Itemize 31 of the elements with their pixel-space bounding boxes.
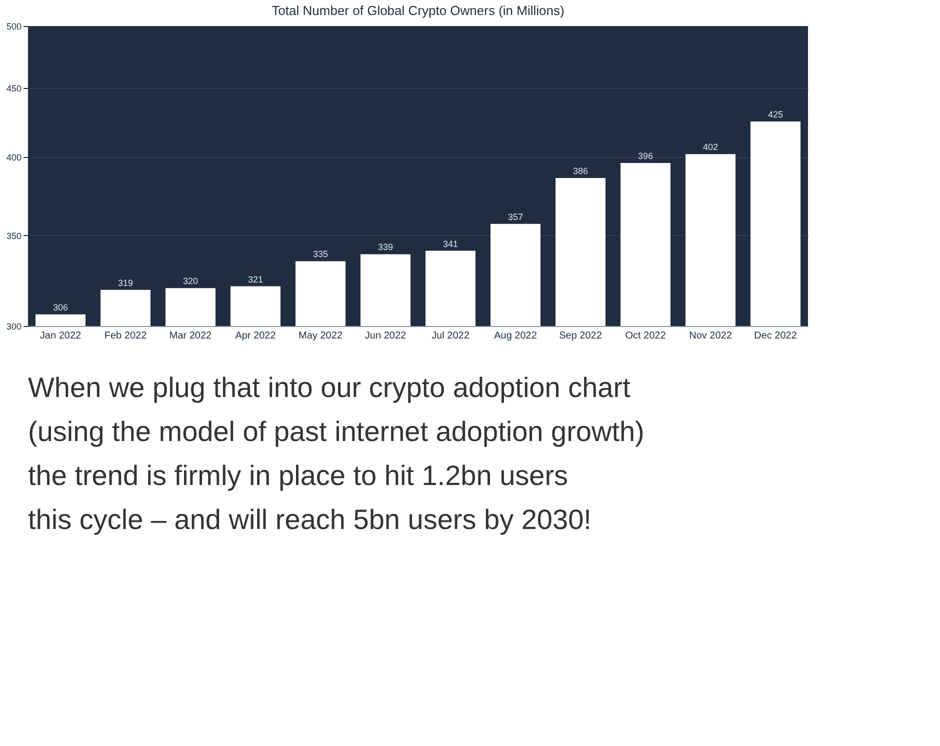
- x-tick-label: Jul 2022: [432, 330, 470, 342]
- y-tick-label: 400: [6, 152, 22, 163]
- data-label: 341: [442, 238, 458, 249]
- data-label: 386: [572, 166, 588, 176]
- data-label: 320: [182, 276, 198, 286]
- y-tick-label: 350: [6, 230, 22, 241]
- y-tick-label: 300: [6, 322, 22, 332]
- x-tick-label: Jan 2022: [40, 330, 82, 342]
- text: When we plug that into our crypto adoption chart (using the model of past internet adoption growth) the trend is firmly in place to hit 1.2bn users this cycle – and will reach 5bn users by 2030!: [28, 372, 644, 535]
- x-tick-label: Aug 2022: [494, 330, 538, 342]
- data-label: 319: [118, 278, 134, 288]
- y-tick-label: 450: [6, 83, 22, 94]
- chart-title: Total Number of Global Crypto Owners (in Millions): [272, 3, 564, 18]
- data-label: 402: [702, 142, 718, 152]
- data-label: 306: [52, 302, 68, 312]
- data-label: 396: [638, 150, 654, 161]
- data-label: 321: [248, 274, 264, 284]
- x-tick-label: May 2022: [298, 330, 343, 342]
- data-label: 339: [378, 242, 394, 252]
- x-tick-label: Apr 2022: [235, 330, 276, 342]
- x-tick-label: Sep 2022: [559, 330, 602, 342]
- data-label: 357: [508, 212, 524, 222]
- y-tick-label: 500: [6, 22, 22, 32]
- x-tick-label: Oct 2022: [625, 330, 666, 342]
- x-tick-label: Dec 2022: [754, 330, 798, 342]
- x-tick-label: Feb 2022: [104, 330, 148, 342]
- data-label: 335: [312, 249, 328, 260]
- x-tick-label: Nov 2022: [689, 330, 732, 342]
- x-tick-label: Jun 2022: [364, 330, 407, 342]
- data-label: 425: [768, 109, 784, 120]
- x-tick-label: Mar 2022: [169, 330, 212, 342]
